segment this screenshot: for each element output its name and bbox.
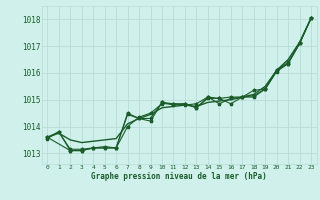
X-axis label: Graphe pression niveau de la mer (hPa): Graphe pression niveau de la mer (hPa) <box>91 172 267 181</box>
